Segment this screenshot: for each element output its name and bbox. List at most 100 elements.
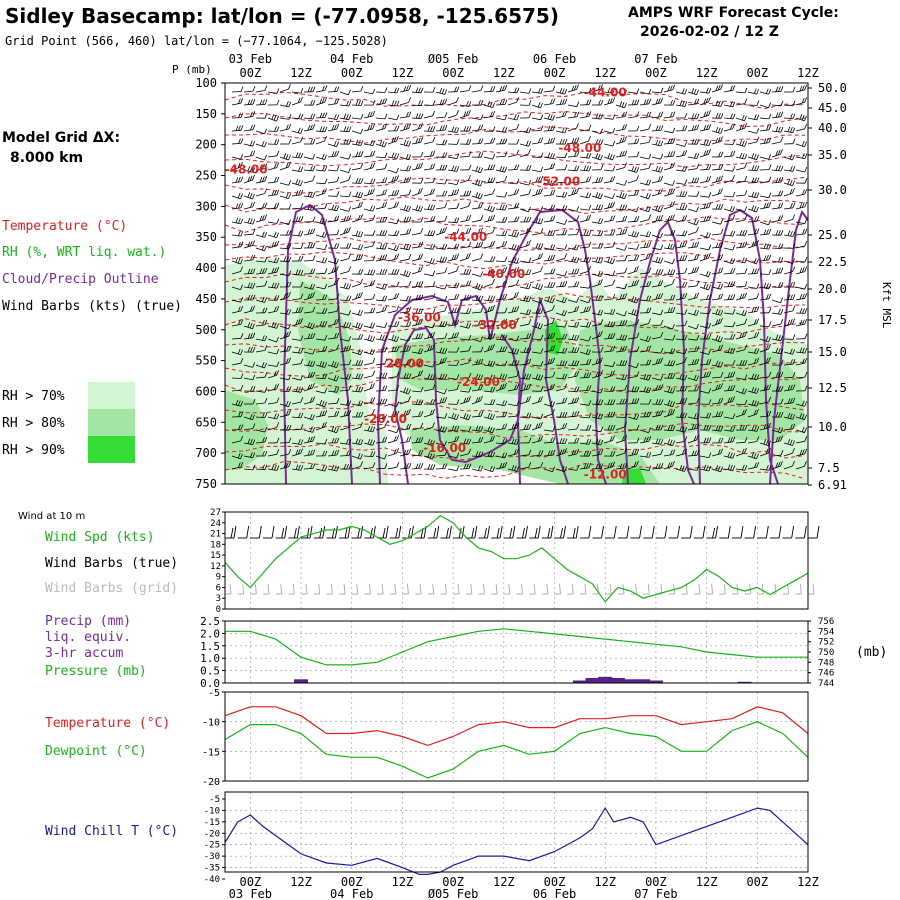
upper-wind-barb-1153: [244, 398, 256, 405]
bottom-hour-label-5: 12Z: [493, 875, 515, 889]
temperature-label: Temperature (°C): [45, 716, 170, 731]
top-date-label-4: 07 Feb: [634, 52, 677, 66]
surface-barb-grid-6: [301, 583, 308, 595]
upper-wind-barb-48: [231, 98, 244, 106]
wind-gridlines: [250, 512, 758, 609]
upper-wind-barb-567: [699, 232, 711, 239]
upper-wind-barb-777: [339, 295, 352, 302]
upper-wind-barb-1120: [423, 384, 436, 392]
upper-wind-barb-1080: [519, 373, 532, 380]
upper-wind-barb-157: [387, 125, 400, 132]
upper-wind-barb-353: [435, 178, 448, 185]
upper-wind-barb-279: [699, 149, 711, 158]
upper-wind-barb-1185: [627, 398, 640, 405]
upper-wind-barb-1295: [795, 426, 807, 433]
upper-wind-barb-1033: [531, 361, 544, 367]
upper-wind-barb-802: [639, 295, 652, 302]
upper-wind-barb-892: [567, 321, 580, 328]
upper-wind-barb-1012: [279, 357, 292, 366]
upper-wind-barb-887: [507, 317, 519, 327]
upper-wind-barb-621: [771, 243, 784, 249]
upper-wind-barb-1291: [747, 425, 760, 432]
upper-wind-barb-1321: [531, 435, 544, 444]
upper-wind-barb-969: [339, 345, 352, 353]
upper-wind-barb-774: [303, 292, 315, 301]
upper-wind-barb-857: [723, 309, 736, 315]
upper-wind-barb-985: [531, 348, 544, 354]
upper-wind-barb-1379: [651, 449, 664, 457]
surface-barb-grid-9: [339, 583, 346, 595]
upper-wind-barb-319: [603, 165, 616, 172]
surface-barb-grid-45: [795, 583, 802, 595]
upper-wind-barb-285: [771, 149, 783, 158]
upper-wind-barb-221: [579, 135, 591, 145]
upper-wind-barb-1169: [435, 396, 448, 405]
upper-wind-barb-1057: [243, 374, 256, 381]
upper-wind-barb-598: [495, 240, 508, 249]
surface-barb-true-1: [237, 525, 250, 539]
upper-wind-barb-28: [567, 84, 579, 93]
bottom-hour-labels: 00Z 12Z 00Z 12Z 00Z 12Z 00Z 12Z 00Z 12Z 00Z 12Z: [240, 875, 819, 889]
upper-wind-barb-1338: [735, 437, 748, 444]
upper-wind-barb-619: [747, 239, 759, 249]
upper-wind-barb-65: [435, 98, 448, 106]
upper-wind-barb-1213: [387, 410, 400, 418]
surface-barb-true-33: [643, 525, 655, 539]
upper-wind-barb-292: [279, 161, 291, 171]
upper-wind-barb-1101: [771, 371, 784, 379]
upper-wind-barb-1390: [783, 447, 795, 457]
upper-wind-barb-544: [423, 230, 436, 237]
surface-barb-true-5: [288, 525, 300, 539]
upper-wind-barb-467: [651, 205, 663, 213]
upper-wind-barb-1387: [747, 452, 759, 460]
upper-wind-barb-188: [759, 124, 772, 132]
upper-wind-barb-398: [399, 189, 412, 197]
upper-wind-barb-523: [747, 216, 760, 223]
upper-wind-barb-906: [735, 318, 748, 327]
upper-wind-barb-49: [243, 99, 256, 106]
top-hour-label-8: 00Z: [645, 66, 667, 80]
upper-wind-barb-1249: [243, 423, 256, 431]
upper-wind-barb-257: [435, 152, 448, 158]
upper-wind-barb-1232: [615, 412, 628, 418]
upper-wind-barb-429: [771, 190, 784, 197]
upper-wind-barb-989: [579, 348, 591, 356]
upper-wind-barb-371: [651, 175, 664, 184]
vertical-section-frame: [224, 82, 809, 485]
upper-wind-barb-529: [243, 229, 256, 236]
upper-wind-barb-402: [447, 188, 460, 197]
precip-bar-1: [572, 680, 587, 683]
temperature-contour-label-6: -36.00: [398, 310, 441, 324]
bottom-hour-label-3: 12Z: [392, 875, 414, 889]
rh-area-7: [545, 320, 563, 355]
upper-wind-barb-294: [303, 165, 316, 172]
upper-wind-barb-41: [723, 85, 736, 93]
upper-wind-barb-828: [375, 305, 388, 314]
upper-wind-barb-954: [735, 331, 748, 340]
upper-wind-barb-1011: [267, 361, 280, 367]
upper-wind-barb-266: [543, 152, 556, 159]
upper-wind-barb-53: [291, 96, 303, 106]
upper-wind-barb-34: [639, 88, 652, 95]
upper-wind-barb-536: [327, 229, 340, 236]
upper-wind-barb-957: [771, 334, 784, 342]
upper-wind-barb-856: [711, 308, 724, 316]
upper-wind-barb-1411: [459, 463, 472, 470]
pressure-tick-400: 400: [195, 261, 217, 275]
upper-wind-barb-718: [783, 266, 796, 275]
upper-wind-barb-217: [531, 137, 544, 145]
upper-wind-barb-688: [423, 270, 436, 277]
upper-wind-barb-1268: [471, 425, 484, 432]
upper-wind-barb-959: [795, 333, 808, 340]
upper-wind-barb-803: [651, 292, 664, 301]
upper-wind-barb-1126: [495, 382, 507, 392]
upper-wind-barb-878: [399, 321, 412, 327]
upper-wind-barb-748: [567, 281, 580, 288]
top-hour-label-11: 12Z: [797, 66, 819, 80]
upper-wind-barb-1181: [579, 400, 592, 406]
upper-wind-barb-765: [771, 282, 784, 288]
wind-chill-panel-frame: [224, 791, 809, 873]
upper-wind-barb-1362: [447, 452, 460, 459]
upper-wind-barb-648: [519, 257, 532, 264]
upper-wind-barb-1096: [711, 371, 724, 379]
